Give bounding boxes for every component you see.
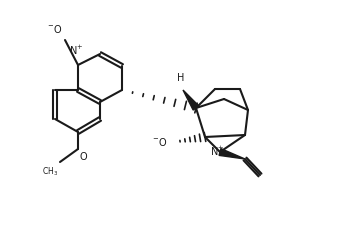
- Text: N$^{+}$: N$^{+}$: [210, 145, 224, 158]
- Text: N$^{+}$: N$^{+}$: [69, 44, 83, 57]
- Polygon shape: [219, 149, 245, 159]
- Text: H: H: [177, 73, 185, 83]
- Text: $^{-}$O: $^{-}$O: [152, 136, 167, 148]
- Text: $^{-}$O: $^{-}$O: [47, 23, 62, 35]
- Polygon shape: [183, 90, 199, 110]
- Text: CH$_3$: CH$_3$: [42, 166, 58, 178]
- Text: O: O: [80, 152, 88, 162]
